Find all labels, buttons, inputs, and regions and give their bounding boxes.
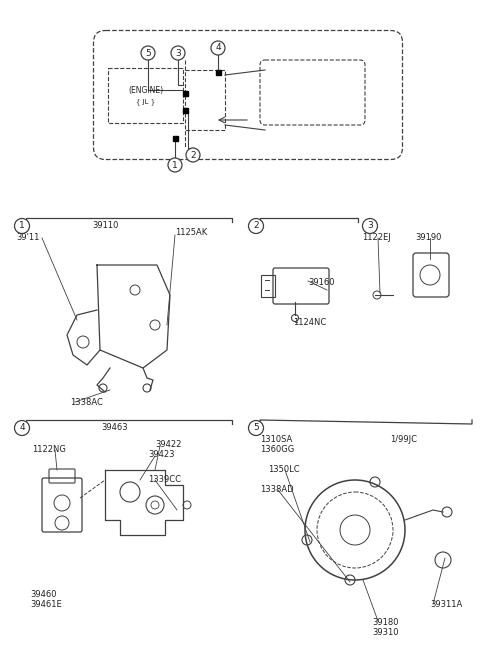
Text: 3: 3 xyxy=(175,49,181,58)
Text: 39311A: 39311A xyxy=(430,600,462,609)
Circle shape xyxy=(171,46,185,60)
Circle shape xyxy=(14,420,29,436)
Text: 39'11: 39'11 xyxy=(16,233,39,242)
Text: 1338AD: 1338AD xyxy=(260,485,294,494)
Text: 2: 2 xyxy=(253,221,259,231)
Circle shape xyxy=(168,158,182,172)
Bar xyxy=(108,68,183,123)
Text: 39423: 39423 xyxy=(148,450,175,459)
Circle shape xyxy=(14,219,29,233)
Bar xyxy=(261,275,275,297)
Text: 39422: 39422 xyxy=(155,440,181,449)
Text: 5: 5 xyxy=(145,49,151,58)
Bar xyxy=(182,91,188,95)
Text: 4: 4 xyxy=(215,43,221,53)
Text: (ENGINE): (ENGINE) xyxy=(128,86,163,95)
Text: 39461E: 39461E xyxy=(30,600,62,609)
Circle shape xyxy=(362,219,377,233)
Text: 1122EJ: 1122EJ xyxy=(362,233,391,242)
Text: 1124NC: 1124NC xyxy=(293,318,326,327)
Circle shape xyxy=(249,219,264,233)
Text: 4: 4 xyxy=(19,424,25,432)
Bar xyxy=(182,108,188,112)
Text: 1: 1 xyxy=(172,160,178,170)
Text: 1338AC: 1338AC xyxy=(70,398,103,407)
Circle shape xyxy=(186,148,200,162)
Text: 1360GG: 1360GG xyxy=(260,445,294,454)
Circle shape xyxy=(141,46,155,60)
Text: 39180: 39180 xyxy=(372,618,398,627)
Text: 39190: 39190 xyxy=(415,233,442,242)
Bar xyxy=(216,70,220,74)
Text: 5: 5 xyxy=(253,424,259,432)
Text: 39310: 39310 xyxy=(372,628,398,637)
Text: 39110: 39110 xyxy=(92,221,118,230)
Text: 1339CC: 1339CC xyxy=(148,475,181,484)
Bar xyxy=(172,135,178,141)
Text: 39463: 39463 xyxy=(102,423,128,432)
Text: 3: 3 xyxy=(367,221,373,231)
Circle shape xyxy=(249,420,264,436)
Text: 2: 2 xyxy=(190,150,196,160)
Text: 1/99JC: 1/99JC xyxy=(390,435,417,444)
Text: { JL }: { JL } xyxy=(136,98,155,105)
Text: 39460: 39460 xyxy=(30,590,57,599)
Text: 1310SA: 1310SA xyxy=(260,435,292,444)
Text: 1350LC: 1350LC xyxy=(268,465,300,474)
Text: 1125AK: 1125AK xyxy=(175,228,207,237)
Text: 39160: 39160 xyxy=(308,278,335,287)
Circle shape xyxy=(211,41,225,55)
Text: 1122NG: 1122NG xyxy=(32,445,66,454)
Text: 1: 1 xyxy=(19,221,25,231)
